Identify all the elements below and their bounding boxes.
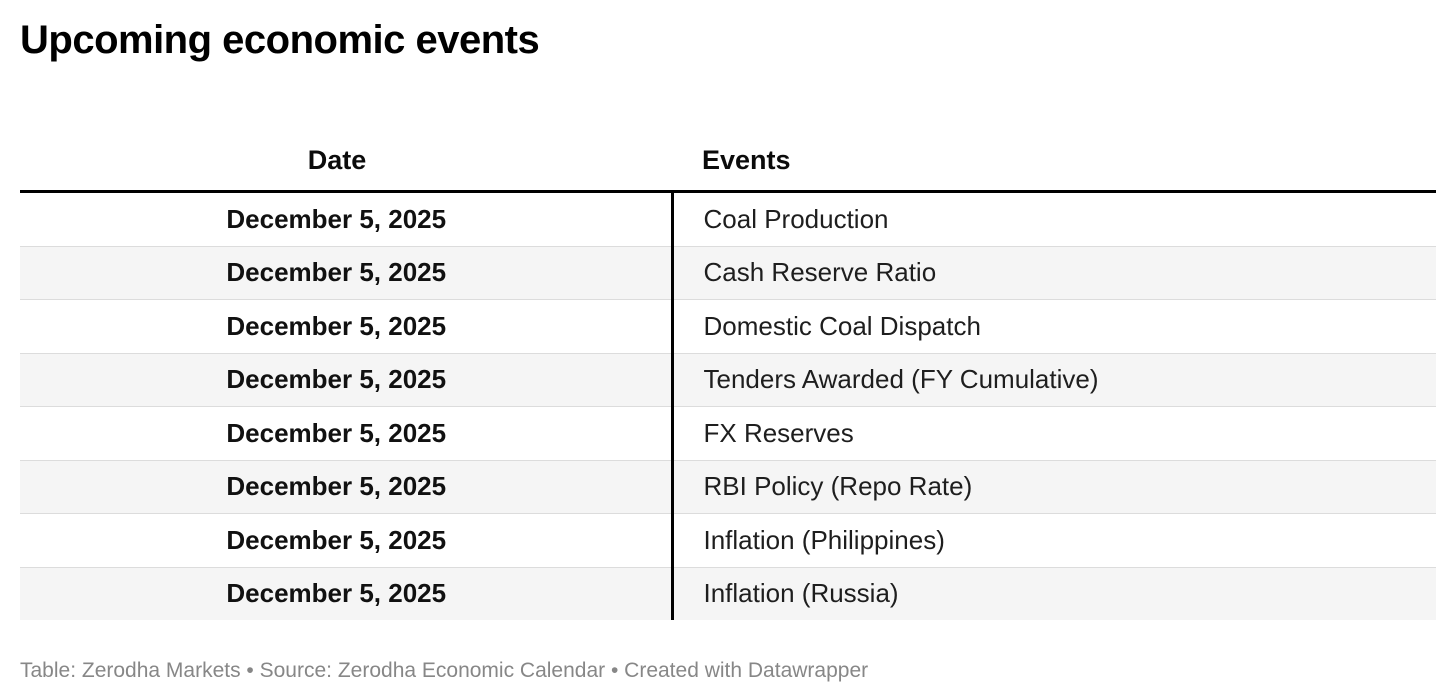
event-cell: Coal Production <box>703 203 889 234</box>
event-cell: Tenders Awarded (FY Cumulative) <box>672 352 1436 407</box>
date-cell: December 5, 2025 <box>20 459 674 514</box>
table-body: December 5, 2025 Coal Production Decembe… <box>20 191 1436 620</box>
table-row: December 5, 2025 Coal Production <box>20 191 1436 246</box>
table-row: December 5, 2025 Cash Reserve Ratio <box>20 245 1436 300</box>
table-row: December 5, 2025 Tenders Awarded (FY Cum… <box>20 352 1436 407</box>
date-cell: December 5, 2025 <box>20 191 674 246</box>
table-row: December 5, 2025 RBI Policy (Repo Rate) <box>20 459 1436 514</box>
page-title: Upcoming economic events <box>20 18 540 62</box>
event-cell: RBI Policy (Repo Rate) <box>672 459 1436 514</box>
table-header: Date Events <box>20 124 1436 193</box>
column-header-date: Date <box>20 124 672 193</box>
date-cell: December 5, 2025 <box>20 566 674 620</box>
event-cell: Domestic Coal Dispatch <box>672 299 1436 353</box>
date-cell: December 5, 2025 <box>20 245 674 300</box>
date-cell: December 5, 2025 <box>20 513 674 567</box>
date-cell: December 5, 2025 <box>20 299 674 353</box>
footer-attribution: Table: Zerodha Markets • Source: Zerodha… <box>20 659 869 682</box>
event-cell: Inflation (Philippines) <box>672 513 1436 567</box>
event-cell: Inflation (Russia) <box>672 566 1436 620</box>
economic-events-table: Date Events December 5, 2025 Coal Produc… <box>20 124 1436 620</box>
table-row: December 5, 2025 Domestic Coal Dispatch <box>20 299 1436 353</box>
date-cell: December 5, 2025 <box>20 352 674 407</box>
table-row: December 5, 2025 Inflation (Philippines) <box>20 513 1436 567</box>
table-row: December 5, 2025 Inflation (Russia) <box>20 566 1436 620</box>
date-cell: December 5, 2025 <box>20 406 674 460</box>
column-header-events: Events <box>672 124 1436 193</box>
event-cell: Cash Reserve Ratio <box>672 245 1436 300</box>
event-cell: FX Reserves <box>672 406 1436 460</box>
header-row: Date Events <box>20 124 1436 193</box>
table-row: December 5, 2025 FX Reserves <box>20 406 1436 460</box>
